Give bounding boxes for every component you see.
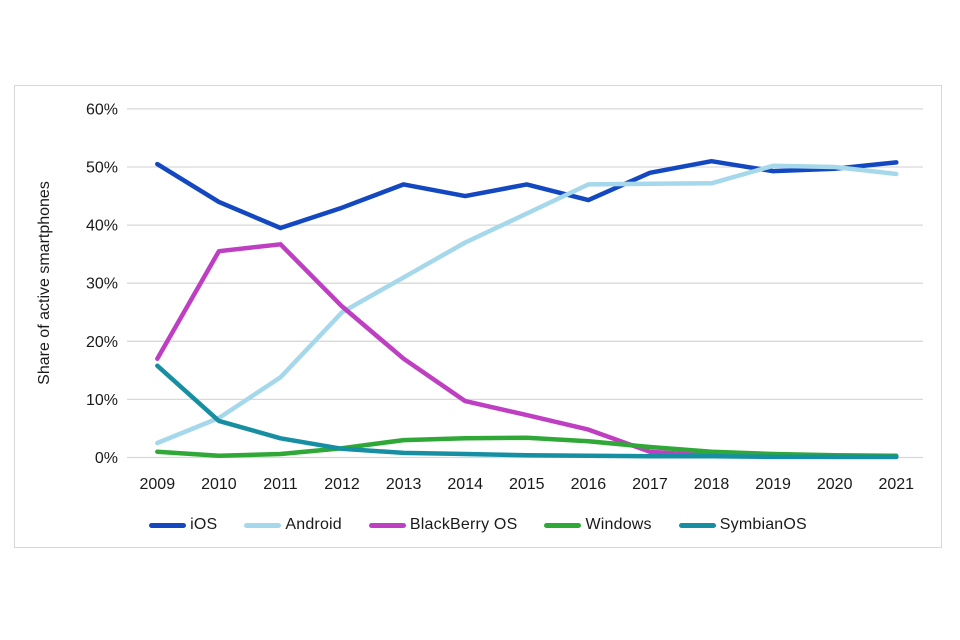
legend-item-symbianos: SymbianOS xyxy=(678,516,807,534)
x-tick-label: 2011 xyxy=(263,476,298,493)
y-tick-label: 30% xyxy=(86,276,118,293)
y-tick-label: 0% xyxy=(95,450,118,467)
legend-swatch-android xyxy=(244,522,282,528)
x-tick-label: 2012 xyxy=(324,476,360,493)
legend-label: SymbianOS xyxy=(719,516,807,533)
y-tick-label: 20% xyxy=(86,334,118,351)
legend-label: Windows xyxy=(585,516,652,533)
x-tick-label: 2021 xyxy=(878,476,914,493)
x-tick-label: 2016 xyxy=(571,476,607,493)
legend-swatch-symbianos xyxy=(678,522,716,528)
x-tick-label: 2009 xyxy=(140,476,176,493)
y-tick-label: 10% xyxy=(86,392,118,409)
y-tick-label: 50% xyxy=(86,160,118,177)
x-tick-label: 2019 xyxy=(755,476,791,493)
series-line-symbianos xyxy=(155,363,899,460)
chart-card: 0% 10% 20% 30% 40% 50% 60% 2009 2010 2011 2012 2013… xyxy=(14,85,942,548)
legend-label: iOS xyxy=(190,516,218,533)
line-chart: 0% 10% 20% 30% 40% 50% 60% 2009 2010 2011 2012 2013… xyxy=(36,101,923,493)
legend-item-android: Android xyxy=(244,516,342,534)
legend-swatch-ios xyxy=(149,522,187,528)
series-line-ios xyxy=(155,158,899,231)
legend-label: BlackBerry OS xyxy=(409,516,518,533)
x-tick-label: 2014 xyxy=(447,476,483,493)
x-tick-label: 2013 xyxy=(386,476,422,493)
x-tick-label: 2017 xyxy=(632,476,668,493)
series-line-blackberry-os xyxy=(155,242,899,460)
x-tick-label: 2010 xyxy=(201,476,237,493)
x-tick-label: 2020 xyxy=(817,476,853,493)
legend-item-windows: Windows xyxy=(544,516,652,534)
x-tick-label: 2015 xyxy=(509,476,545,493)
series-line-windows xyxy=(155,435,899,459)
legend-swatch-blackberry-os xyxy=(368,522,406,528)
y-tick-label: 40% xyxy=(86,218,118,235)
legend-label: Android xyxy=(285,516,342,533)
chart-legend: iOS Android BlackBerry OS Windows SymbianOS xyxy=(15,516,941,534)
x-tick-label: 2018 xyxy=(694,476,730,493)
legend-item-ios: iOS xyxy=(149,516,217,534)
series-line-android xyxy=(155,163,899,446)
legend-swatch-windows xyxy=(544,522,582,528)
legend-item-blackberry-os: BlackBerry OS xyxy=(368,516,518,534)
y-tick-label: 60% xyxy=(86,101,118,118)
y-axis-title: Share of active smartphones xyxy=(36,181,53,385)
